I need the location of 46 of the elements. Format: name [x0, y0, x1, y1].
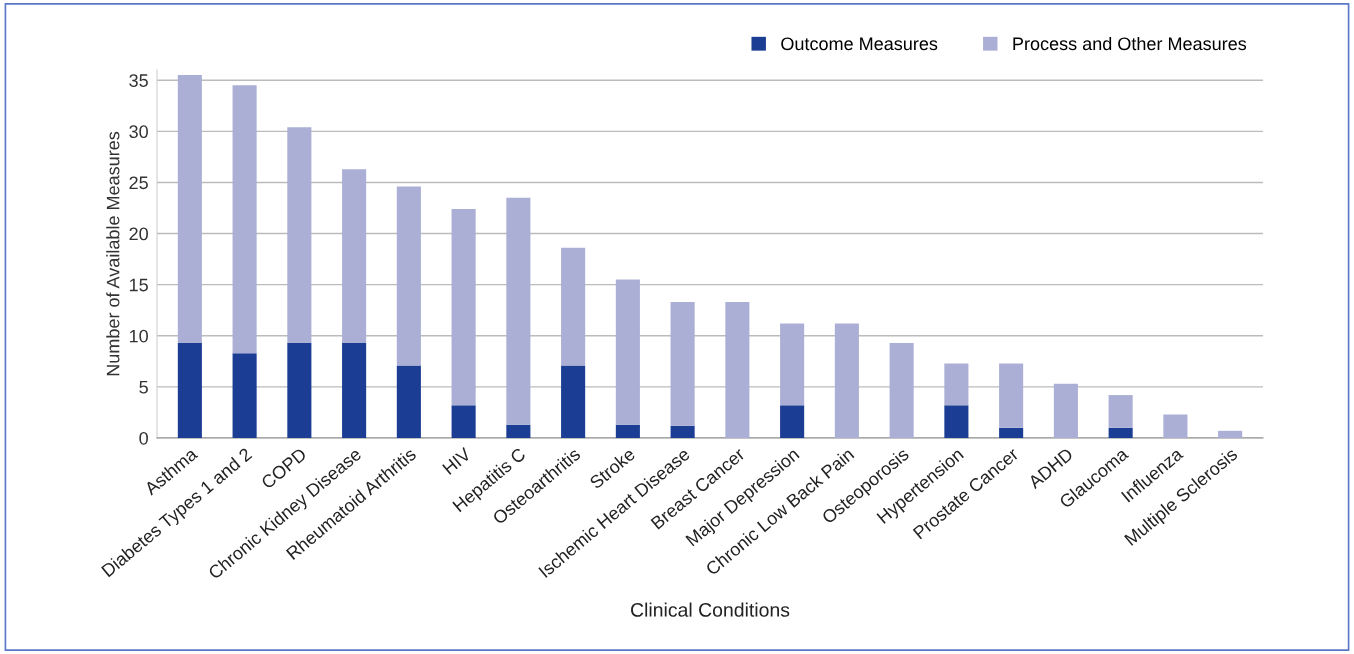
bar	[834, 323, 859, 438]
y-tick-label: 20	[129, 227, 148, 241]
y-tick-label: 15	[129, 278, 148, 292]
y-tick-label: 35	[129, 74, 148, 87]
bar	[1108, 427, 1133, 438]
y-tick-label: 10	[129, 329, 148, 343]
bar	[396, 186, 421, 366]
bar	[615, 424, 640, 438]
bar	[1053, 383, 1078, 438]
bar	[889, 342, 914, 438]
bar	[232, 85, 257, 354]
bar	[232, 353, 257, 438]
bar	[177, 342, 202, 438]
bar	[342, 342, 367, 438]
y-axis-title: Number of Available Measures	[106, 131, 120, 376]
bar	[177, 75, 202, 343]
bar	[944, 405, 969, 438]
bar	[342, 169, 367, 343]
bar	[451, 405, 476, 438]
bar	[506, 197, 531, 425]
bar	[561, 365, 586, 438]
bar	[1218, 430, 1243, 438]
bar	[780, 405, 805, 438]
bar	[1163, 414, 1188, 438]
bar	[451, 209, 476, 406]
bar	[396, 365, 421, 438]
bar	[287, 127, 312, 343]
bar	[944, 363, 969, 406]
bar	[561, 247, 586, 366]
bar	[615, 279, 640, 425]
bar	[999, 427, 1024, 438]
y-tick-label: 30	[129, 125, 148, 139]
bar	[670, 302, 695, 426]
bar	[287, 342, 312, 438]
y-tick-label: 0	[139, 431, 148, 445]
legend-label: Outcome Measures	[781, 37, 938, 51]
legend-label: Process and Other Measures	[1013, 36, 1247, 51]
bar	[670, 425, 695, 438]
y-tick-label: 5	[139, 381, 148, 394]
y-tick-label: 25	[129, 176, 148, 190]
bar	[780, 323, 805, 406]
bar	[725, 302, 750, 438]
bar	[1108, 395, 1133, 428]
bar	[506, 424, 531, 438]
x-axis-title: Clinical Conditions	[631, 602, 790, 617]
bar	[999, 363, 1024, 428]
